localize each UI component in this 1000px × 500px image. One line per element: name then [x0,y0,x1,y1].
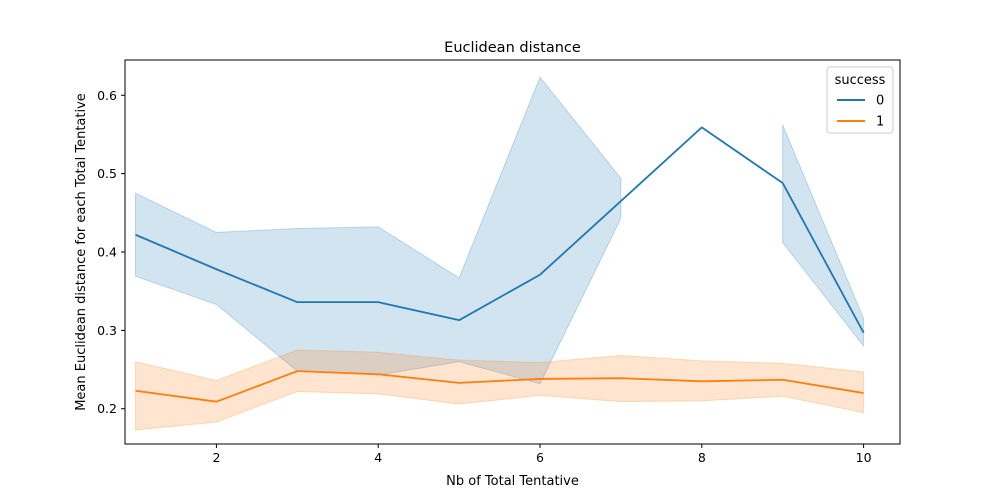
x-axis-ticks: 2 4 6 8 10 [212,444,872,465]
legend-label-0: 0 [876,94,884,109]
series-line-0-1 [620,126,784,202]
y-tick-label: 0.3 [97,323,117,338]
x-tick-label: 4 [374,450,382,465]
x-axis-label: Nb of Total Tentative [446,474,579,489]
legend-label-1: 1 [876,115,884,130]
ci-band-series-0-2 [782,124,865,348]
y-tick-label: 0.6 [97,88,117,103]
ci-band-series-0-0 [135,76,622,385]
series-line-0-0 [135,200,622,322]
y-tick-label: 0.4 [97,245,117,260]
chart-title: Euclidean distance [444,40,581,56]
y-tick-label: 0.2 [97,401,117,416]
series-line-1-0 [135,370,864,403]
legend: success 0 1 [826,66,894,134]
x-tick-label: 2 [212,450,220,465]
series-lines [135,126,865,403]
x-tick-label: 6 [536,450,544,465]
y-axis-label: Mean Euclidean distance for each Total T… [74,93,89,411]
series-line-0-2 [781,182,865,334]
legend-title: success [835,73,886,88]
y-axis-ticks: 0.2 0.3 0.4 0.5 0.6 [97,88,125,416]
x-tick-label: 8 [698,450,706,465]
x-tick-label: 10 [856,450,872,465]
ci-band-series-1-0 [135,349,865,431]
y-tick-label: 0.5 [97,166,117,181]
confidence-bands [135,76,865,431]
